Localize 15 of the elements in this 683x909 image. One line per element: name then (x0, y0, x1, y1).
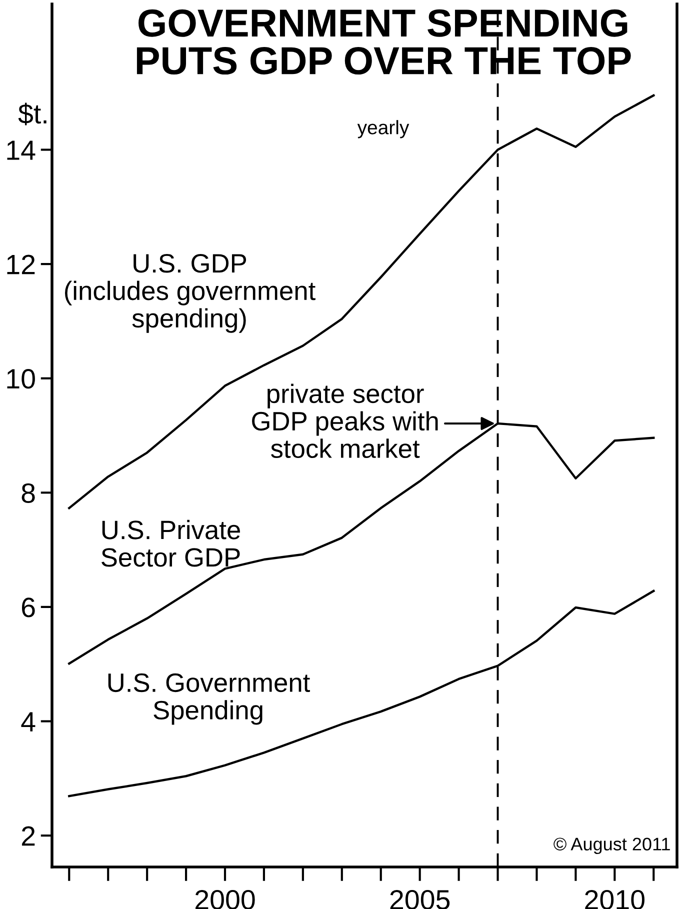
series-label: U.S. Government Spending (108, 673, 310, 725)
y-tick-label: 12 (7, 254, 35, 274)
y-tick-label: 4 (21, 712, 36, 732)
y-tick-label: 14 (7, 140, 36, 160)
y-tick-label: 10 (7, 369, 35, 389)
text: yearly (357, 120, 410, 138)
chart-title: GOVERNMENT SPENDING PUTS GDP OVER THE TOP (136, 9, 631, 75)
y-axis-title: $t. (18, 102, 46, 126)
annotation: © August 2011 (554, 838, 670, 854)
annotation: private sector GDP peaks with stock market (252, 384, 438, 458)
series-label: U.S. Private Sector GDP (102, 520, 240, 567)
series-label: U.S. GDP (includes government spending) (65, 254, 316, 333)
y-tick-label: 8 (22, 483, 35, 503)
y-tick-label: 6 (22, 598, 35, 618)
y-tick-label: 2 (22, 826, 35, 846)
